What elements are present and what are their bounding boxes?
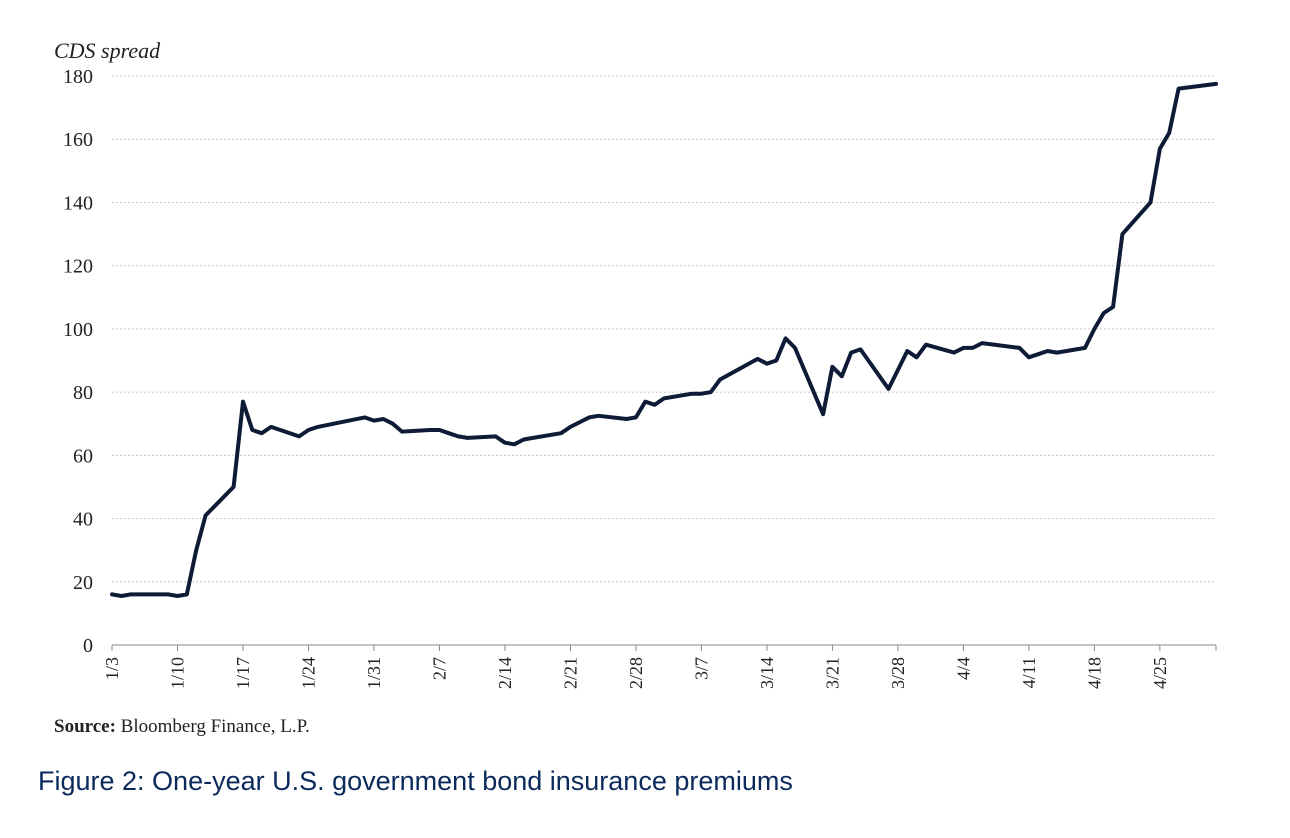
x-tick-label: 3/14 bbox=[757, 657, 777, 689]
x-tick-label: 1/31 bbox=[364, 657, 384, 689]
figure-caption: Figure 2: One-year U.S. government bond … bbox=[38, 766, 793, 796]
y-tick-label: 20 bbox=[73, 572, 93, 594]
series-line bbox=[110, 81, 1218, 598]
x-tick-label: 2/28 bbox=[626, 657, 646, 689]
x-tick-label: 3/28 bbox=[888, 657, 908, 689]
gridlines bbox=[112, 75, 1216, 583]
x-axis-ticks: 1/3 1/10 1/17 1/24 1/31 2/7 2/14 2/21 2/28 3/7 3/1… bbox=[102, 645, 1217, 689]
x-tick-label: 1/3 bbox=[102, 657, 122, 680]
y-tick-label: 140 bbox=[63, 192, 93, 214]
y-tick-label: 180 bbox=[63, 66, 93, 88]
y-tick-label: 40 bbox=[73, 509, 93, 531]
y-tick-label: 100 bbox=[63, 319, 93, 341]
x-tick-label: 1/24 bbox=[298, 657, 318, 689]
x-tick-label: 4/25 bbox=[1150, 657, 1170, 689]
x-tick-label: 4/4 bbox=[953, 657, 973, 680]
x-tick-label: 2/7 bbox=[429, 657, 449, 680]
y-tick-label: 0 bbox=[83, 635, 93, 657]
x-tick-label: 1/17 bbox=[233, 657, 253, 689]
x-tick-label: 2/14 bbox=[495, 657, 515, 689]
y-tick-label: 60 bbox=[73, 445, 93, 467]
x-tick-label: 4/18 bbox=[1084, 657, 1104, 689]
x-tick-label: 2/21 bbox=[560, 657, 580, 689]
y-tick-label: 160 bbox=[63, 129, 93, 151]
source-label: Source: bbox=[54, 716, 116, 737]
x-tick-label: 1/10 bbox=[167, 657, 187, 689]
y-axis-title: CDS spread bbox=[54, 38, 161, 63]
series-layer bbox=[110, 81, 1218, 598]
source-note: Source: Bloomberg Finance, L.P. bbox=[54, 716, 310, 738]
y-axis-ticks: 0 20 40 60 80 100 120 140 160 180 bbox=[63, 66, 93, 657]
x-tick-label: 3/7 bbox=[691, 657, 711, 680]
source-text: Bloomberg Finance, L.P. bbox=[115, 716, 310, 737]
y-tick-label: 120 bbox=[63, 256, 93, 278]
x-tick-label: 3/21 bbox=[822, 657, 842, 689]
x-tick-label: 4/11 bbox=[1019, 657, 1039, 688]
y-tick-label: 80 bbox=[73, 382, 93, 404]
